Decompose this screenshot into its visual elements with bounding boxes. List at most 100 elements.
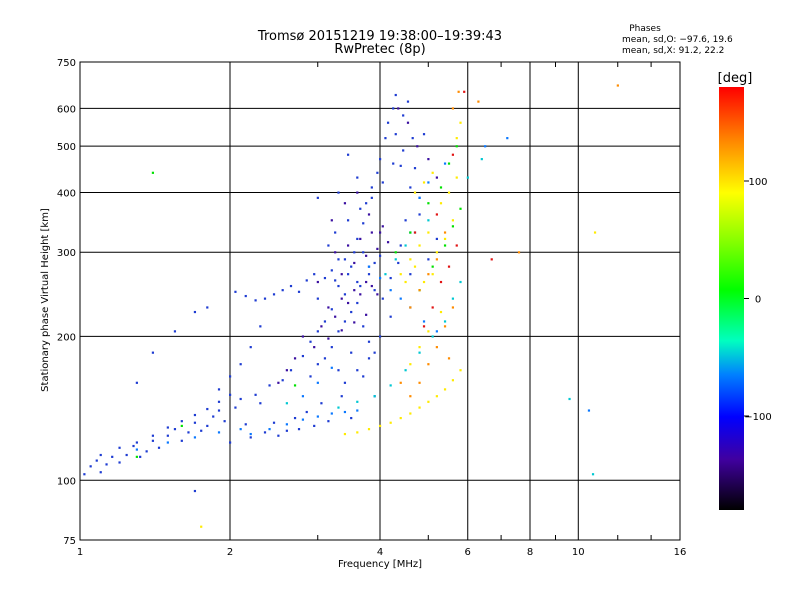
- data-point: [568, 397, 571, 401]
- data-point: [616, 84, 619, 87]
- data-point: [439, 280, 443, 284]
- data-point: [409, 258, 412, 261]
- data-point: [353, 321, 356, 324]
- data-point: [422, 280, 426, 284]
- data-point: [370, 231, 373, 234]
- chart-title: Tromsø 20151219 19:38:00–19:39:43: [257, 29, 502, 44]
- data-point: [334, 231, 337, 234]
- phase-info-x: mean, sd,X: 91.2, 22.2: [622, 46, 724, 56]
- data-point: [268, 428, 271, 431]
- colorbar-tick-label: 0: [755, 295, 761, 306]
- data-point: [337, 406, 340, 409]
- data-point: [151, 351, 155, 354]
- data-point: [418, 213, 421, 216]
- data-point: [376, 171, 379, 174]
- data-point: [411, 137, 414, 140]
- data-point: [200, 525, 203, 528]
- data-point: [313, 424, 316, 428]
- data-point: [373, 261, 376, 265]
- data-point: [118, 461, 121, 464]
- data-point: [249, 432, 252, 436]
- data-point: [394, 93, 397, 97]
- y-tick-label: 75: [63, 536, 76, 547]
- data-point: [285, 369, 288, 372]
- data-point: [259, 402, 262, 405]
- data-point: [350, 351, 353, 354]
- data-point: [173, 330, 177, 333]
- data-point: [427, 400, 430, 403]
- data-point: [145, 450, 148, 453]
- data-point: [263, 297, 267, 300]
- data-point: [234, 290, 237, 293]
- data-point: [285, 429, 288, 432]
- data-point: [193, 436, 197, 439]
- data-point: [343, 381, 347, 384]
- data-point: [406, 121, 410, 124]
- data-point: [370, 284, 373, 288]
- y-tick-label: 500: [57, 142, 76, 153]
- data-point: [418, 289, 421, 292]
- data-point: [418, 244, 421, 247]
- data-point: [451, 219, 455, 222]
- data-point: [305, 279, 308, 282]
- data-point: [193, 310, 197, 314]
- data-point: [427, 273, 430, 276]
- data-point: [490, 258, 493, 261]
- data-point: [356, 369, 359, 372]
- data-point: [244, 423, 247, 426]
- data-point: [229, 441, 232, 444]
- colorbar-ticks: 100 0 −100: [744, 177, 772, 423]
- data-point: [327, 306, 330, 309]
- data-point: [346, 153, 350, 156]
- data-point: [293, 416, 297, 420]
- data-point: [293, 357, 297, 360]
- data-point: [373, 351, 376, 354]
- data-point: [249, 346, 252, 349]
- data-point: [362, 222, 365, 225]
- data-point: [406, 100, 410, 103]
- y-tick-label: 400: [57, 188, 76, 199]
- data-point: [370, 186, 373, 189]
- data-point: [343, 258, 347, 261]
- data-point: [443, 162, 447, 165]
- data-point: [399, 381, 402, 384]
- x-axis-label: Frequency [MHz]: [338, 559, 422, 570]
- data-point: [443, 231, 447, 234]
- data-point: [399, 164, 402, 167]
- data-point: [435, 237, 438, 241]
- data-point: [166, 434, 169, 437]
- x-tick-label: 6: [465, 547, 471, 558]
- data-point: [418, 381, 421, 384]
- data-point: [381, 181, 384, 184]
- data-point: [413, 231, 417, 234]
- data-point: [435, 213, 438, 216]
- data-point: [105, 463, 108, 466]
- data-point: [316, 415, 319, 418]
- data-point: [359, 237, 362, 241]
- data-point: [435, 251, 438, 254]
- data-point: [297, 290, 301, 293]
- data-point: [397, 261, 400, 265]
- data-point: [244, 294, 247, 298]
- data-point: [83, 473, 86, 476]
- data-point: [455, 145, 458, 148]
- data-point: [151, 439, 155, 442]
- data-point: [309, 375, 312, 378]
- data-point: [455, 176, 458, 179]
- data-point: [447, 265, 451, 268]
- data-point: [313, 346, 316, 349]
- data-point: [313, 273, 316, 276]
- data-point: [397, 107, 400, 110]
- data-point: [367, 357, 371, 360]
- data-point: [187, 431, 190, 434]
- data-point: [268, 384, 271, 387]
- colorbar-tick-label: 100: [748, 177, 767, 188]
- data-point: [439, 310, 443, 314]
- phase-info-heading: Phases: [629, 24, 661, 34]
- data-point: [239, 428, 242, 431]
- data-point: [277, 381, 280, 384]
- data-point: [370, 196, 373, 199]
- y-axis-label: Stationary phase Virtual Height [km]: [40, 208, 51, 392]
- data-point: [457, 90, 460, 93]
